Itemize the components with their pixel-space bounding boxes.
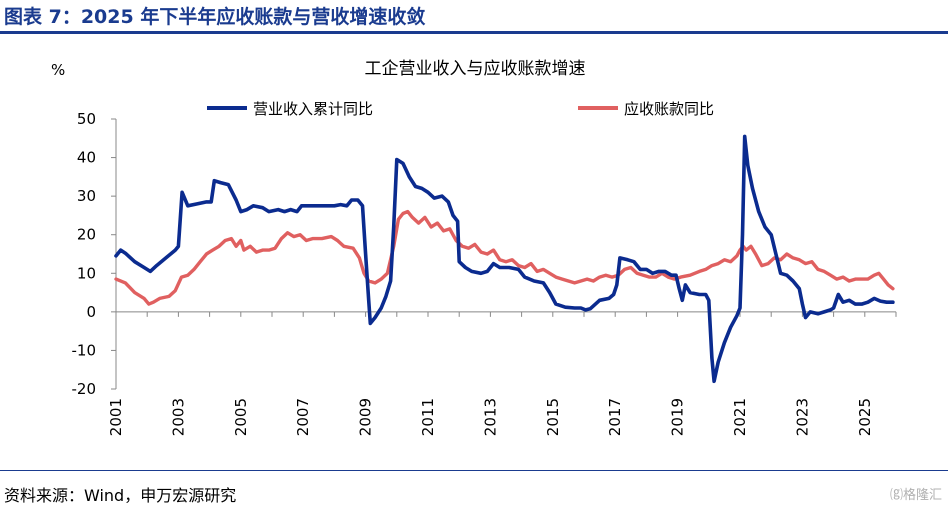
legend-label: 应收账款同比 <box>624 100 714 118</box>
figure-title: 图表 7：2025 年下半年应收账款与营收增速收敛 <box>4 6 426 28</box>
y-tick-label: 30 <box>77 187 96 205</box>
x-tick-label: 2005 <box>232 398 250 436</box>
y-tick-label: -20 <box>72 380 97 398</box>
x-tick-label: 2007 <box>294 398 312 436</box>
x-axis: 2001 2003 2005 2007 2009 2011 2013 2015 2017 2019… <box>107 311 897 436</box>
x-tick-label: 2021 <box>731 398 749 436</box>
y-tick-label: 50 <box>77 110 96 128</box>
y-tick-label: -10 <box>72 341 97 359</box>
x-tick-label: 2025 <box>856 398 874 436</box>
x-tick-label: 2019 <box>669 398 687 436</box>
y-axis-unit-label: % <box>51 61 65 79</box>
title-rule <box>0 31 948 34</box>
footer-rule <box>0 470 948 471</box>
x-tick-label: 2001 <box>107 398 125 436</box>
x-tick-label: 2009 <box>357 398 375 436</box>
legend-label: 营业收入累计同比 <box>253 100 373 118</box>
source-note: 资料来源：Wind，申万宏源研究 <box>4 486 237 505</box>
x-tick-label: 2015 <box>544 398 562 436</box>
y-tick-label: 40 <box>77 149 96 167</box>
x-tick-label: 2011 <box>419 398 437 436</box>
series-line-revenue <box>114 134 895 384</box>
y-tick-label: 10 <box>77 264 96 282</box>
x-tick-label: 2017 <box>606 398 624 436</box>
chart-title: 工企营业收入与应收账款增速 <box>365 59 586 79</box>
watermark-logo: ⒢格隆汇 <box>889 488 942 503</box>
x-tick-label: 2023 <box>793 398 811 436</box>
x-tick-label: 2003 <box>169 398 187 436</box>
y-axis: 50 40 30 20 10 0 -10 -20 <box>72 110 117 398</box>
series-lines <box>114 134 895 384</box>
legend: 营业收入累计同比 应收账款同比 <box>207 100 714 118</box>
y-tick-label: 20 <box>77 226 96 244</box>
series-line-receivables <box>114 209 895 306</box>
x-tick-label: 2013 <box>481 398 499 436</box>
y-tick-label: 0 <box>86 303 96 321</box>
